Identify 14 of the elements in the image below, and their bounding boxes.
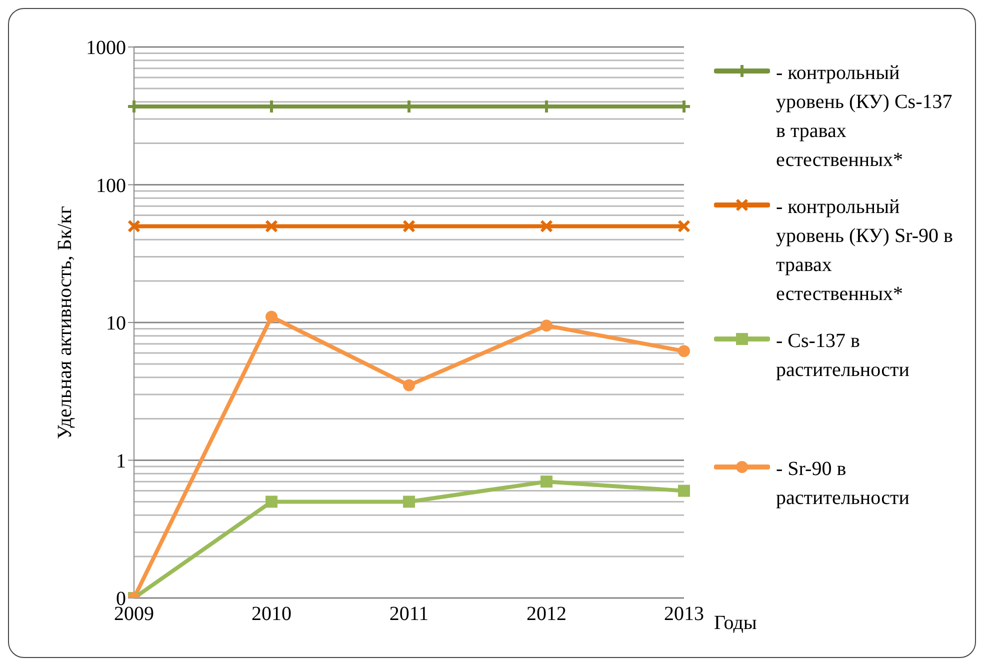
x-axis-title: Годы xyxy=(714,612,757,634)
x-tick-label: 2010 xyxy=(252,603,292,626)
x-tick-label: 2012 xyxy=(526,603,566,626)
legend-label: - Cs-137 в растительности xyxy=(776,329,910,383)
legend-label: - Sr-90 в растительности xyxy=(776,457,910,511)
y-axis-title: Удельная активность, Бк/кг xyxy=(54,206,76,440)
legend-label: - контрольный уровень (КУ) Cs-137 в травах естественных* xyxy=(776,61,954,173)
x-tick-label: 2011 xyxy=(389,603,429,626)
y-tick-label: 1 xyxy=(116,450,126,472)
y-tick-label: 100 xyxy=(96,174,126,197)
y-tick-label: 10 xyxy=(106,312,126,335)
legend-label: - контрольный уровень (КУ) Sr-90 в травах естественных* xyxy=(776,195,954,307)
x-tick-label: 2013 xyxy=(664,603,704,626)
y-tick-label: 1000 xyxy=(86,37,126,60)
